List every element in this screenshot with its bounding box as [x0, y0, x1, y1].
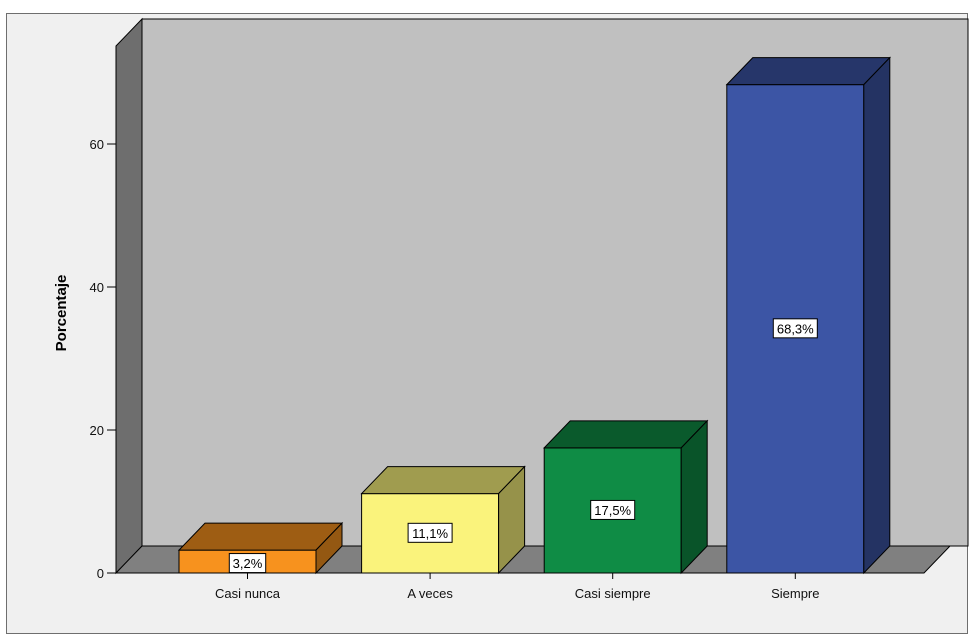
x-tick-label: Siempre — [771, 586, 819, 601]
y-axis-label: Porcentaje — [53, 275, 70, 352]
left-wall — [115, 17, 143, 575]
bar-side — [498, 465, 526, 575]
x-axis-categories: Casi nunca A veces Casi siempre Siempre — [215, 573, 820, 601]
y-tick-label: 60 — [90, 137, 104, 152]
x-tick-label: Casi nunca — [215, 586, 281, 601]
data-label-box — [772, 318, 818, 339]
data-label: 68,3% — [777, 321, 814, 336]
data-label-box — [228, 553, 267, 574]
x-tick-label: Casi siempre — [575, 586, 651, 601]
bar: 17,5% — [543, 419, 709, 575]
data-label: 17,5% — [594, 503, 631, 518]
bar-top — [543, 420, 709, 449]
data-label-box — [407, 522, 453, 543]
bar-top — [360, 466, 526, 495]
y-tick-label: 20 — [90, 423, 104, 438]
bar-top — [725, 57, 891, 86]
bar-side — [863, 56, 891, 575]
bars: 3,2% 11,1% 17,5% 68,3% — [177, 56, 891, 575]
x-tick-label: A veces — [407, 586, 453, 601]
y-tick-label: 40 — [90, 280, 104, 295]
bar-side — [315, 521, 343, 575]
bar-side — [680, 419, 708, 575]
bar: 3,2% — [177, 521, 344, 575]
bar-top — [177, 522, 344, 551]
bar: 68,3% — [725, 56, 891, 575]
bar: 11,1% — [360, 465, 526, 575]
data-label: 11,1% — [412, 526, 448, 541]
data-label: 3,2% — [233, 556, 263, 571]
y-tick-label: 0 — [97, 566, 104, 581]
y-axis: 0 20 40 60 — [90, 46, 117, 581]
data-label-box — [590, 499, 636, 520]
